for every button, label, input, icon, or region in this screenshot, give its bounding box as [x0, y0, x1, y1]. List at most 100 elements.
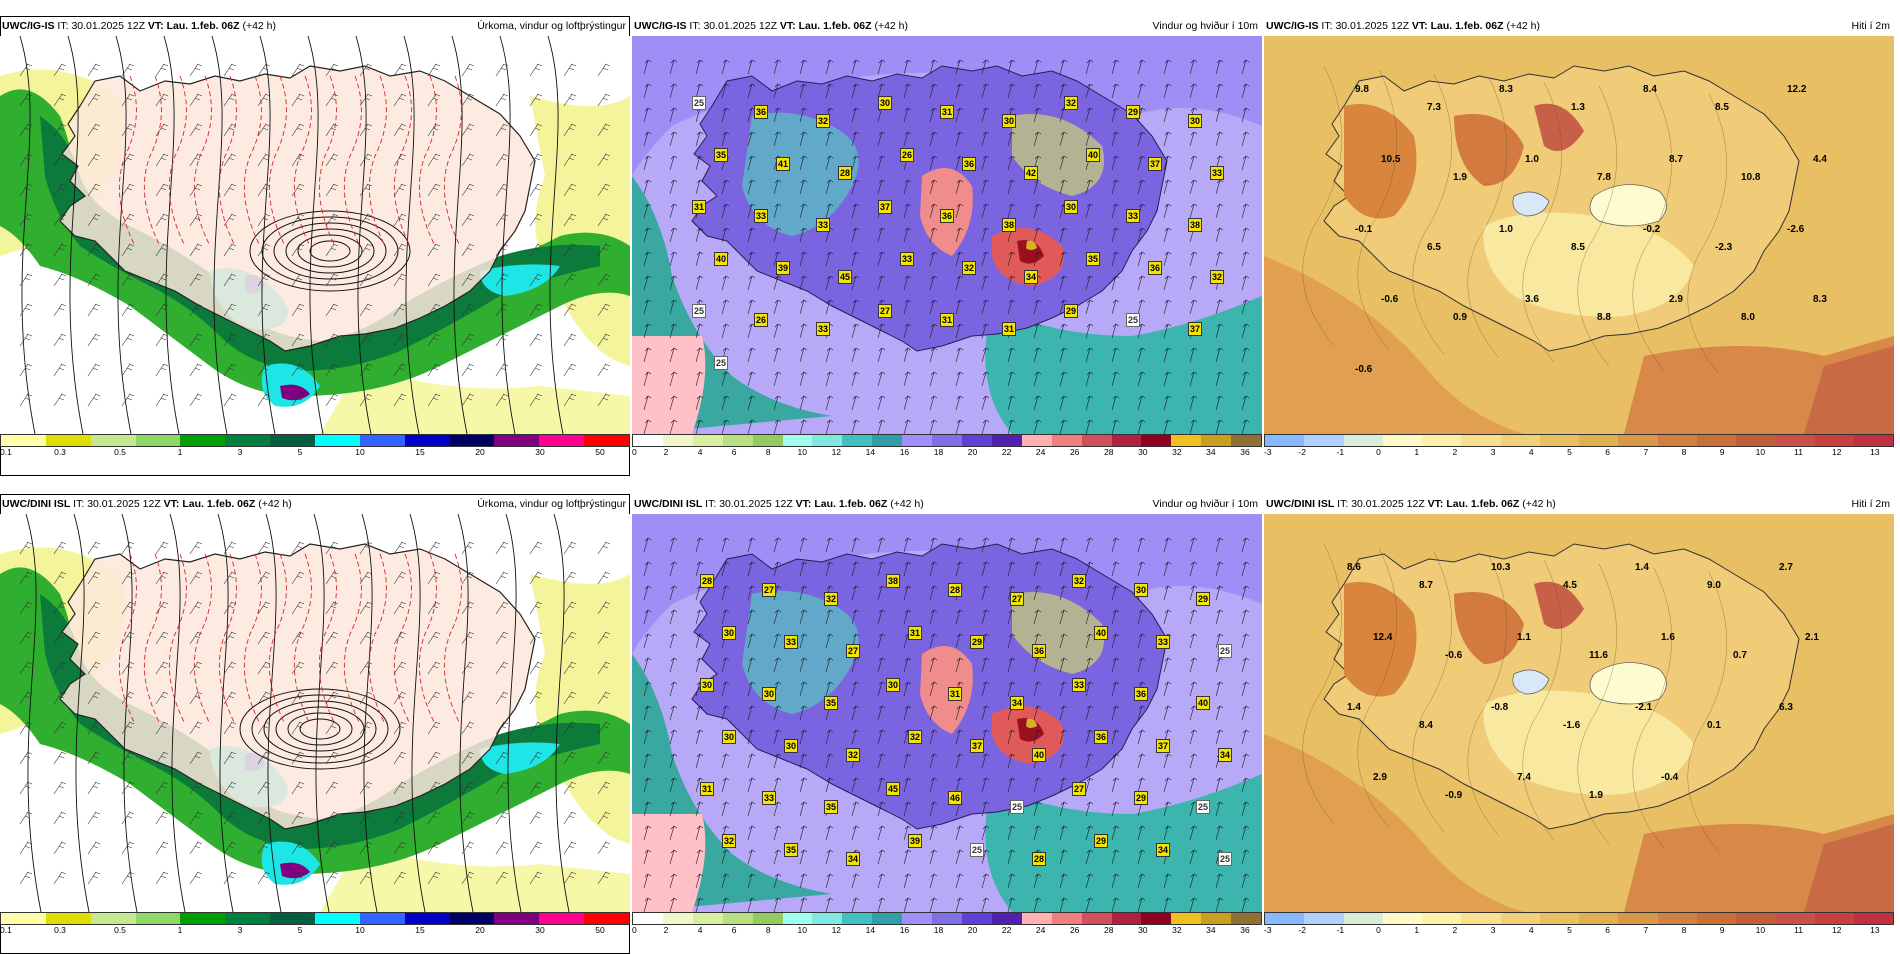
forecast-offset: (+42 h) [242, 20, 277, 32]
wind-barb [291, 631, 305, 645]
temperature-label: -2.6 [1787, 224, 1805, 235]
wind-arrow [1059, 897, 1068, 912]
wind-barb [495, 303, 509, 317]
wind-barb [563, 93, 577, 107]
wind-arrow [981, 777, 990, 793]
wind-barb [155, 841, 169, 855]
wind-arrow [773, 419, 782, 434]
wind-arrow [695, 251, 704, 267]
colorbar-swatch [1539, 913, 1579, 924]
wind-arrow [799, 705, 808, 721]
wind-barb [53, 273, 67, 287]
wind-gust-label: 28 [1032, 852, 1047, 866]
wind-arrow [721, 681, 730, 697]
wind-arrow [1059, 83, 1068, 99]
wind-barb [257, 273, 271, 287]
wind-arrow [1215, 203, 1224, 219]
temperature-label: 8.6 [1347, 562, 1361, 573]
precip-band [530, 96, 630, 366]
wind-barb [359, 811, 373, 825]
wind-arrow [851, 561, 860, 577]
wind-barb [53, 691, 67, 705]
wind-arrow [1241, 825, 1250, 841]
wind-arrow [1163, 227, 1172, 243]
colorbar-tick-label: 10 [797, 447, 807, 457]
wind-barb [427, 631, 441, 645]
wind-gust-label: 40 [1094, 626, 1109, 640]
wind-barb [291, 63, 305, 77]
panel-header: UWC/IG-IS IT: 30.01.2025 12Z VT: Lau. 1.… [1264, 16, 1894, 36]
wind-gust-label: 27 [1072, 782, 1087, 796]
wind-arrow [1085, 873, 1094, 889]
colorbar-swatch [1201, 435, 1232, 446]
wind-barb [19, 213, 33, 227]
wind-barb [563, 721, 577, 735]
wind-barb [427, 303, 441, 317]
wind-arrow [955, 395, 964, 411]
wind-arrow [695, 323, 704, 339]
wind-arrow [1215, 371, 1224, 387]
wind-arrow [669, 657, 678, 673]
wind-arrow [1033, 657, 1042, 673]
temp-map: 9.8 7.3 8.3 1.3 8.4 8.5 12.2 10.5 1.9 1.0 7.8 8.7 10… [1264, 36, 1894, 434]
wind-barb [19, 571, 33, 585]
wind-arrow [799, 681, 808, 697]
iceland-coastline [59, 543, 536, 830]
wind-barb [393, 63, 407, 77]
wind-arrow [903, 825, 912, 841]
wind-barb [325, 841, 339, 855]
wind-arrow [643, 537, 652, 553]
wind-arrow [747, 729, 756, 745]
wind-arrow [1059, 561, 1068, 577]
wind-barb [393, 541, 407, 555]
wind-arrow [747, 179, 756, 195]
wind-arrow [1007, 681, 1016, 697]
wind-barb [325, 93, 339, 107]
wind-barb [461, 781, 475, 795]
wind-arrow [851, 227, 860, 243]
vt-label: VT: [1411, 20, 1428, 32]
wind-barb [597, 273, 611, 287]
wind-arrow [981, 131, 990, 147]
colorbar-swatch [961, 435, 992, 446]
temperature-label: 6.5 [1427, 242, 1441, 253]
colorbar-swatch [1422, 435, 1462, 446]
wind-barb [189, 93, 203, 107]
wind-arrow [1033, 83, 1042, 99]
wind-arrow [643, 83, 652, 99]
wind-arrow [1085, 395, 1094, 411]
temperature-label: 1.6 [1661, 632, 1675, 643]
wind-barb [291, 93, 305, 107]
wind-barb [393, 811, 407, 825]
glacier [1512, 191, 1550, 217]
wind-arrow [1189, 825, 1198, 841]
wind-arrow [903, 59, 912, 75]
wind-barb [223, 363, 237, 377]
wind-arrow [851, 801, 860, 817]
colorbar-tick-label: 10 [1755, 447, 1766, 457]
colorbar-swatch [782, 435, 813, 446]
colorbar-tick-label: 6 [1605, 925, 1610, 935]
wind-arrow [1163, 609, 1172, 625]
wind-arrow [877, 849, 886, 865]
temperature-label: -2.3 [1715, 242, 1733, 253]
wind-barb [427, 601, 441, 615]
wind-barb [563, 571, 577, 585]
temperature-contour [1522, 81, 1563, 363]
wind-barb [189, 183, 203, 197]
wind-barb [87, 153, 101, 167]
colorbar-tick-label: 4 [1528, 447, 1534, 457]
wind-barb [53, 213, 67, 227]
temperature-contour [193, 75, 212, 247]
colorbar-tick-label: 1 [1414, 925, 1420, 935]
wind-arrow [669, 275, 678, 291]
wind-arrow [1163, 299, 1172, 315]
wind-barb [597, 691, 611, 705]
wind-barb [393, 393, 407, 407]
wind-gust-label: 32 [1072, 574, 1087, 588]
wind-arrow [773, 633, 782, 649]
wind-barb [155, 781, 169, 795]
wind-arrow [773, 561, 782, 577]
wind-barb [223, 571, 237, 585]
colorbar-tick-label: 2 [663, 925, 669, 935]
